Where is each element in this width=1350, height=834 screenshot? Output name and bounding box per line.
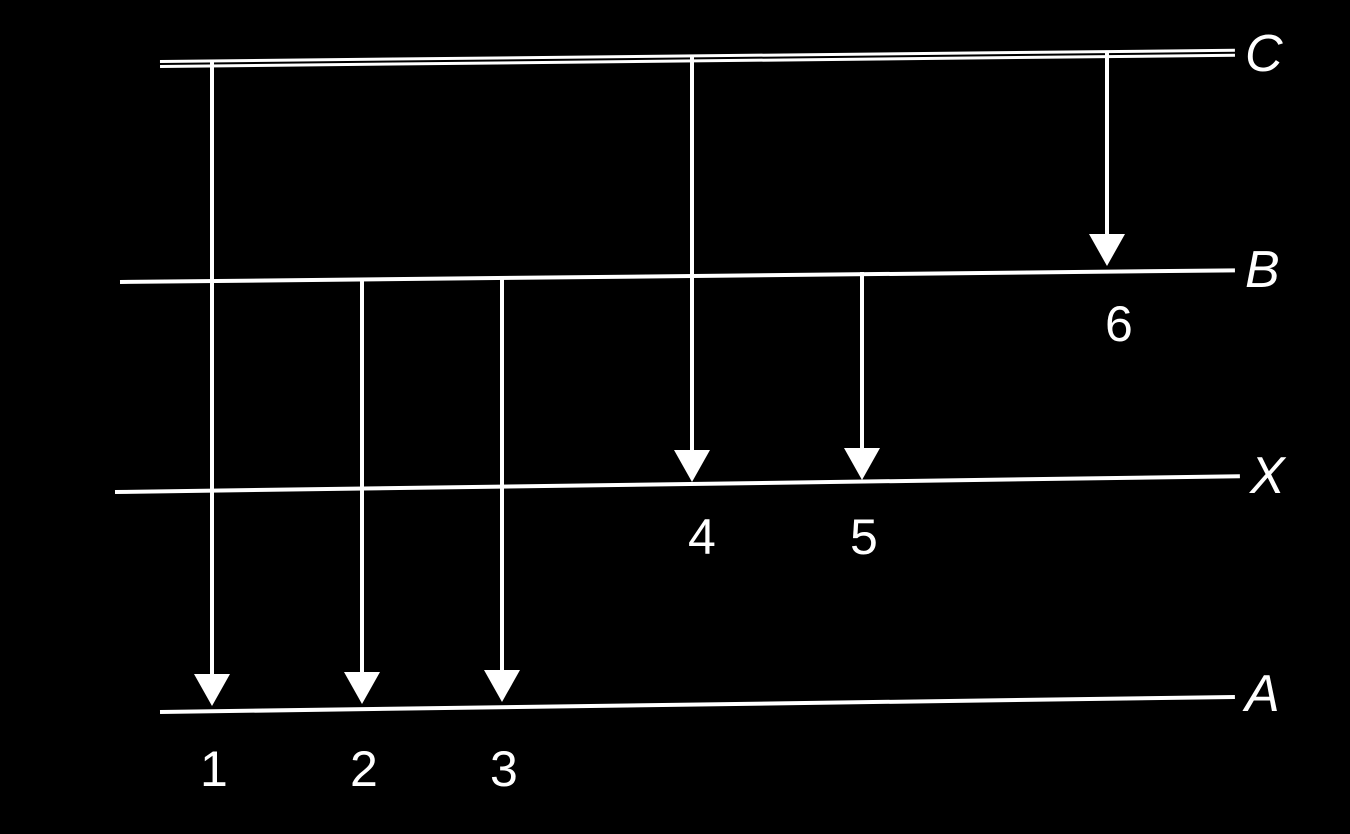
arrow-4-line: [690, 56, 694, 454]
arrow-5-head: [844, 448, 880, 480]
level-line-c: [160, 49, 1235, 68]
arrow-2-label: 2: [350, 740, 378, 798]
arrow-3-head: [484, 670, 520, 702]
arrow-1-line: [210, 60, 214, 678]
level-label-c: C: [1245, 24, 1283, 84]
level-label-x: X: [1250, 446, 1285, 506]
arrow-4-head: [674, 450, 710, 482]
arrow-3-label: 3: [490, 740, 518, 798]
arrow-5-label: 5: [850, 508, 878, 566]
arrow-2-line: [360, 278, 364, 676]
energy-level-diagram: C B X A 1 2 3 4 5 6: [60, 30, 1290, 810]
level-line-a: [160, 695, 1235, 714]
level-line-b: [120, 268, 1235, 284]
arrow-1-head: [194, 674, 230, 706]
arrow-6-head: [1089, 234, 1125, 266]
arrow-4-label: 4: [688, 508, 716, 566]
arrow-2-head: [344, 672, 380, 704]
arrow-5-line: [860, 272, 864, 452]
arrow-3-line: [500, 276, 504, 674]
arrow-6-line: [1105, 52, 1109, 238]
level-label-b: B: [1245, 240, 1280, 300]
level-label-a: A: [1245, 664, 1280, 724]
arrow-1-label: 1: [200, 740, 228, 798]
arrow-6-label: 6: [1105, 295, 1133, 353]
